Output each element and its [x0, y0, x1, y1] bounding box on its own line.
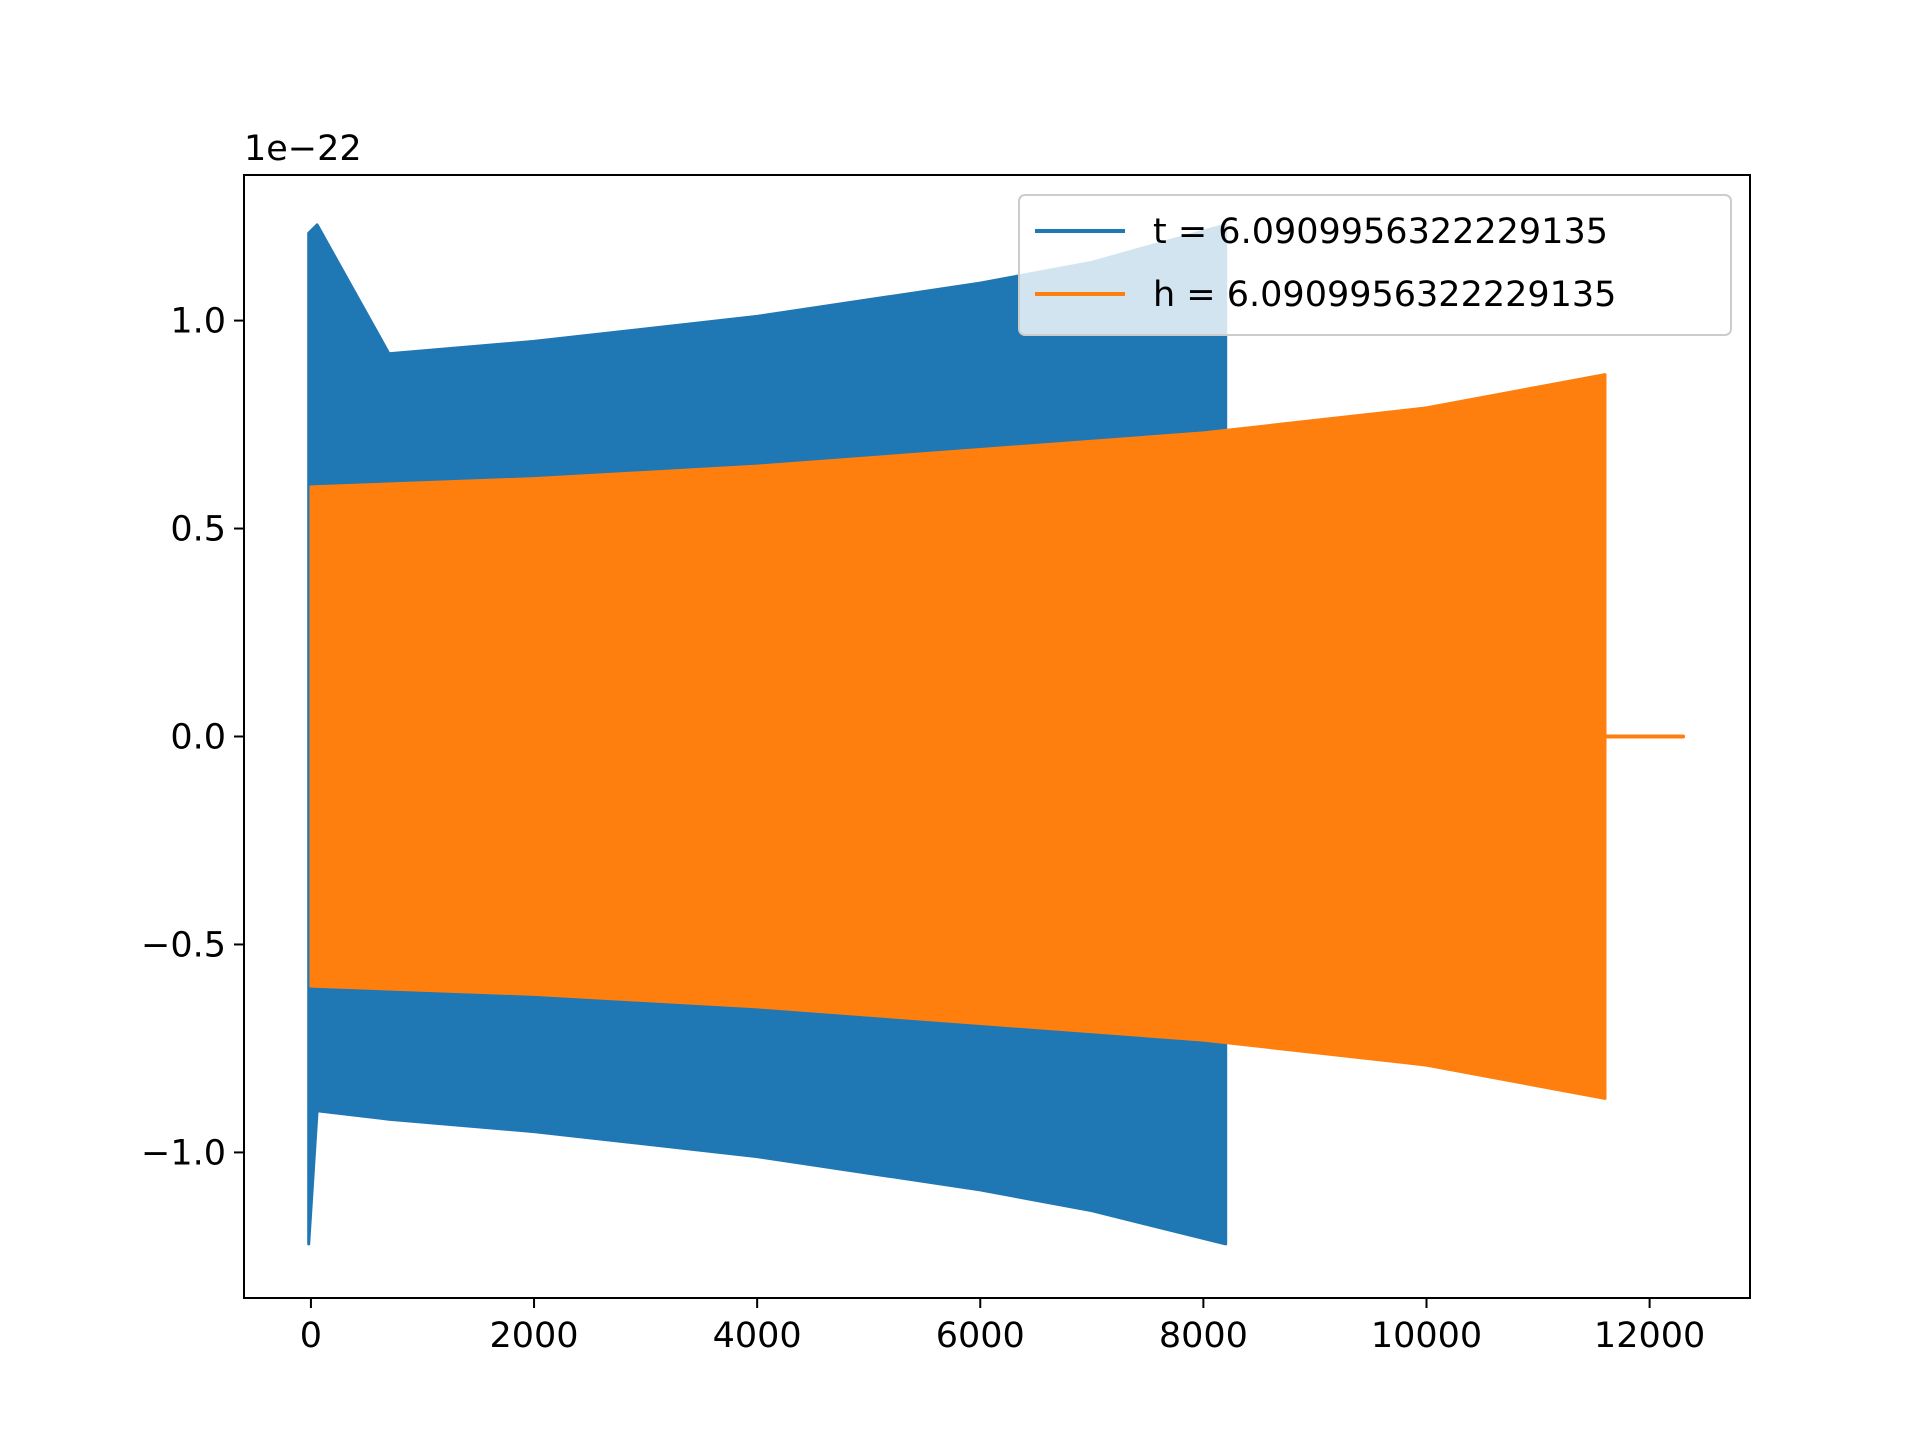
- x-tick-label: 4000: [713, 1316, 802, 1356]
- series-layer: [307, 223, 1686, 1246]
- x-tick-label: 10000: [1371, 1316, 1482, 1356]
- y-tick-label: 0.0: [170, 718, 226, 758]
- x-tick-label: 8000: [1159, 1316, 1248, 1356]
- series-2: [309, 373, 1686, 1100]
- legend: t = 6.0909956322229135 h = 6.090995632222…: [1018, 194, 1732, 336]
- y-axis: −1.0 −0.5 0.0 0.5 1.0: [141, 302, 244, 1173]
- x-tick-label: 0: [300, 1316, 322, 1356]
- y-tick-label: −0.5: [141, 925, 226, 965]
- series-2-envelope: [309, 373, 1607, 1100]
- y-tick-label: 0.5: [170, 510, 226, 550]
- y-offset-label: 1e−22: [244, 129, 362, 169]
- x-tick-label: 2000: [490, 1316, 579, 1356]
- x-tick-label: 12000: [1594, 1316, 1705, 1356]
- x-axis: 0 2000 4000 6000 8000 10000 12000: [300, 1298, 1705, 1356]
- legend-frame: [1018, 194, 1732, 336]
- x-tick-label: 6000: [936, 1316, 1025, 1356]
- legend-label: h = 6.0909956322229135: [1153, 275, 1616, 315]
- y-tick-label: −1.0: [141, 1133, 226, 1173]
- legend-label: t = 6.0909956322229135: [1153, 212, 1608, 252]
- y-tick-label: 1.0: [170, 302, 226, 342]
